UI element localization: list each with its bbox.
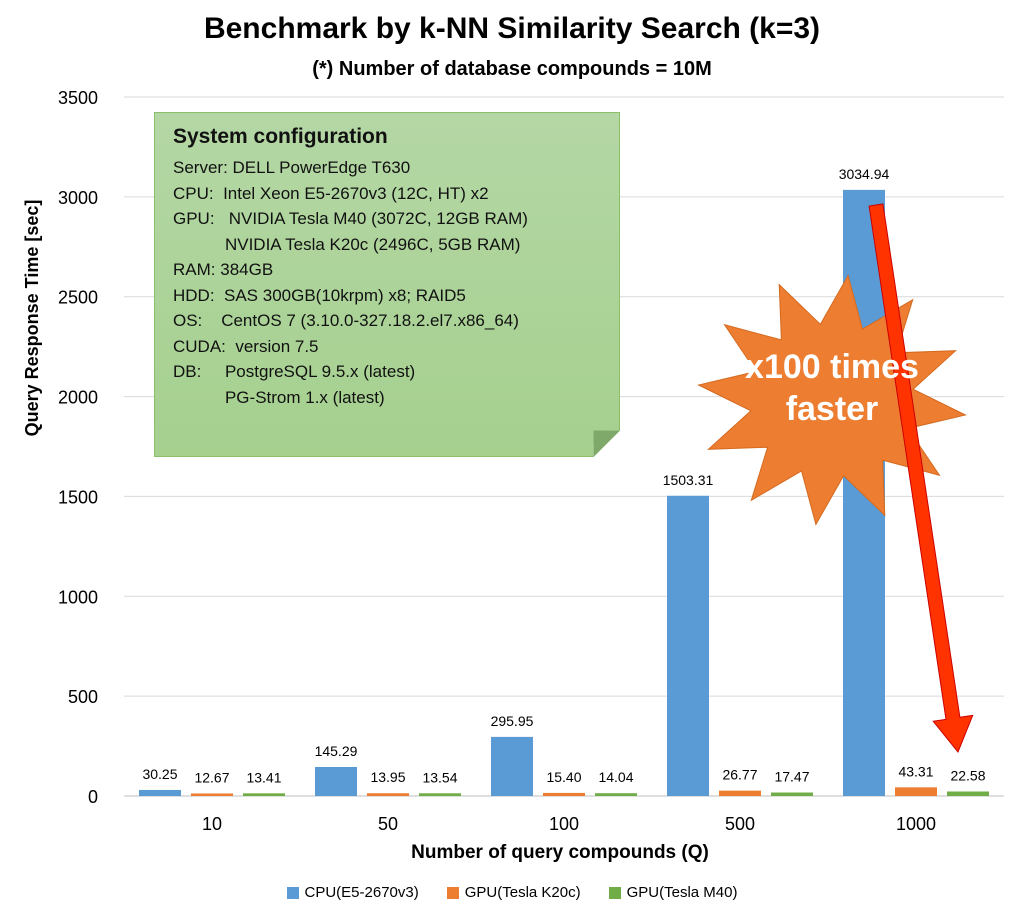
config-key: HDD: <box>173 285 224 305</box>
config-line: OS: CentOS 7 (3.10.0-327.18.2.el7.x86_64… <box>173 308 601 334</box>
bar <box>419 793 461 796</box>
config-value: version 7.5 <box>235 336 319 356</box>
bar <box>947 791 989 796</box>
data-label: 43.31 <box>898 763 933 779</box>
config-value: 384GB <box>220 260 274 279</box>
bar <box>315 766 357 796</box>
bar <box>719 790 761 796</box>
config-key: OS: <box>173 311 222 330</box>
data-label: 17.47 <box>774 769 809 785</box>
bar <box>667 495 709 796</box>
speedup-text: x100 times faster <box>712 346 952 430</box>
legend-swatch <box>446 886 459 899</box>
legend-swatch <box>608 886 621 899</box>
bar <box>771 792 813 796</box>
data-label: 15.40 <box>546 769 581 785</box>
y-tick-label: 500 <box>68 687 98 707</box>
config-key: RAM: <box>173 260 221 279</box>
chart-title: Benchmark by k-NN Similarity Search (k=3… <box>203 12 821 45</box>
data-labels: 30.25 12.67 13.41 145.29 13.95 13.54 295.95 15.… <box>142 166 985 786</box>
legend-label: CPU(E5-2670v3) <box>304 884 419 901</box>
config-line: NVIDIA Tesla K20c (2496C, 5GB RAM) <box>173 232 601 258</box>
bar <box>243 793 285 796</box>
speedup-line-2: faster <box>785 390 879 428</box>
config-line: DB: PostgreSQL 9.5.x (latest) <box>173 359 601 385</box>
config-value: PG-Strom 1.x (latest) <box>224 387 385 407</box>
legend-swatch <box>286 886 299 899</box>
bar <box>139 789 181 796</box>
y-axis-label: Query Response Time [sec] <box>22 199 42 437</box>
config-key: Server: <box>173 158 233 177</box>
config-value: SAS 300GB(10krpm) x8; RAID5 <box>224 285 466 305</box>
system-configuration-note: System configuration Server: DELL PowerE… <box>154 112 620 457</box>
legend: CPU(E5-2670v3) GPU(Tesla K20c) GPU(Tesla M… <box>0 884 1024 901</box>
tick-labels: 0 500 1000 1500 2000 2500 3000 3500 10 50 100 500 10… <box>58 88 936 834</box>
x-tick-label: 500 <box>725 814 755 834</box>
config-lines: Server: DELL PowerEdge T630 CPU: Intel Xe… <box>173 155 601 410</box>
config-key <box>173 385 225 411</box>
bar <box>543 792 585 796</box>
config-key <box>173 232 225 258</box>
x-tick-label: 10 <box>202 814 222 834</box>
legend-item: GPU(Tesla K20c) <box>446 884 581 901</box>
data-label: 13.54 <box>422 769 457 785</box>
config-value: DELL PowerEdge T630 <box>232 158 411 177</box>
bar <box>491 736 533 796</box>
y-tick-label: 3500 <box>58 88 98 108</box>
bar <box>367 793 409 796</box>
data-label: 22.58 <box>950 767 985 783</box>
y-tick-label: 2500 <box>58 288 98 308</box>
x-tick-label: 50 <box>378 814 398 834</box>
bar <box>191 793 233 796</box>
config-line: Server: DELL PowerEdge T630 <box>173 155 601 181</box>
legend-item: CPU(E5-2670v3) <box>286 884 419 901</box>
config-line: RAM: 384GB <box>173 257 601 283</box>
data-label: 12.67 <box>194 769 229 785</box>
config-value: Intel Xeon E5-2670v3 (12C, HT) x2 <box>223 183 489 203</box>
x-axis-label: Number of query compounds (Q) <box>411 842 709 863</box>
config-value: NVIDIA Tesla K20c (2496C, 5GB RAM) <box>224 234 521 254</box>
data-label: 14.04 <box>598 769 633 785</box>
x-tick-label: 1000 <box>896 814 936 834</box>
config-value: CentOS 7 (3.10.0-327.18.2.el7.x86_64) <box>221 311 519 330</box>
data-label: 1503.31 <box>663 472 714 488</box>
config-key: CPU: <box>173 183 224 203</box>
down-arrow-icon <box>868 203 974 753</box>
data-label: 30.25 <box>142 766 177 782</box>
speedup-line-1: x100 times <box>745 348 919 386</box>
y-tick-label: 1500 <box>58 487 98 507</box>
config-line: CPU: Intel Xeon E5-2670v3 (12C, HT) x2 <box>173 181 601 207</box>
data-label: 26.77 <box>722 767 757 783</box>
config-key: CUDA: <box>173 336 236 356</box>
config-line: CUDA: version 7.5 <box>173 334 601 360</box>
folded-corner <box>593 430 620 457</box>
config-heading: System configuration <box>173 125 388 148</box>
x-tick-label: 100 <box>549 814 579 834</box>
data-label: 13.95 <box>370 769 405 785</box>
data-label: 3034.94 <box>839 166 890 182</box>
data-label: 145.29 <box>315 743 358 759</box>
data-label: 13.41 <box>246 769 281 785</box>
legend-item: GPU(Tesla M40) <box>608 884 738 901</box>
config-key: GPU: <box>173 209 229 228</box>
legend-label: GPU(Tesla K20c) <box>464 884 581 901</box>
y-tick-label: 1000 <box>58 587 98 607</box>
speedup-callout <box>697 203 974 753</box>
bar <box>595 793 637 796</box>
bar <box>895 787 937 796</box>
config-value: NVIDIA Tesla M40 (3072C, 12GB RAM) <box>228 209 528 228</box>
chart-subtitle: (*) Number of database compounds = 10M <box>312 58 712 80</box>
y-tick-label: 2000 <box>58 388 98 408</box>
legend-label: GPU(Tesla M40) <box>626 884 738 901</box>
y-tick-label: 0 <box>88 787 98 807</box>
y-tick-label: 3000 <box>58 188 98 208</box>
config-value: PostgreSQL 9.5.x (latest) <box>224 362 416 381</box>
config-line: HDD: SAS 300GB(10krpm) x8; RAID5 <box>173 283 601 309</box>
data-label: 295.95 <box>491 713 534 729</box>
config-key: DB: <box>173 362 225 381</box>
config-line: GPU: NVIDIA Tesla M40 (3072C, 12GB RAM) <box>173 206 601 232</box>
config-line: PG-Strom 1.x (latest) <box>173 385 601 411</box>
